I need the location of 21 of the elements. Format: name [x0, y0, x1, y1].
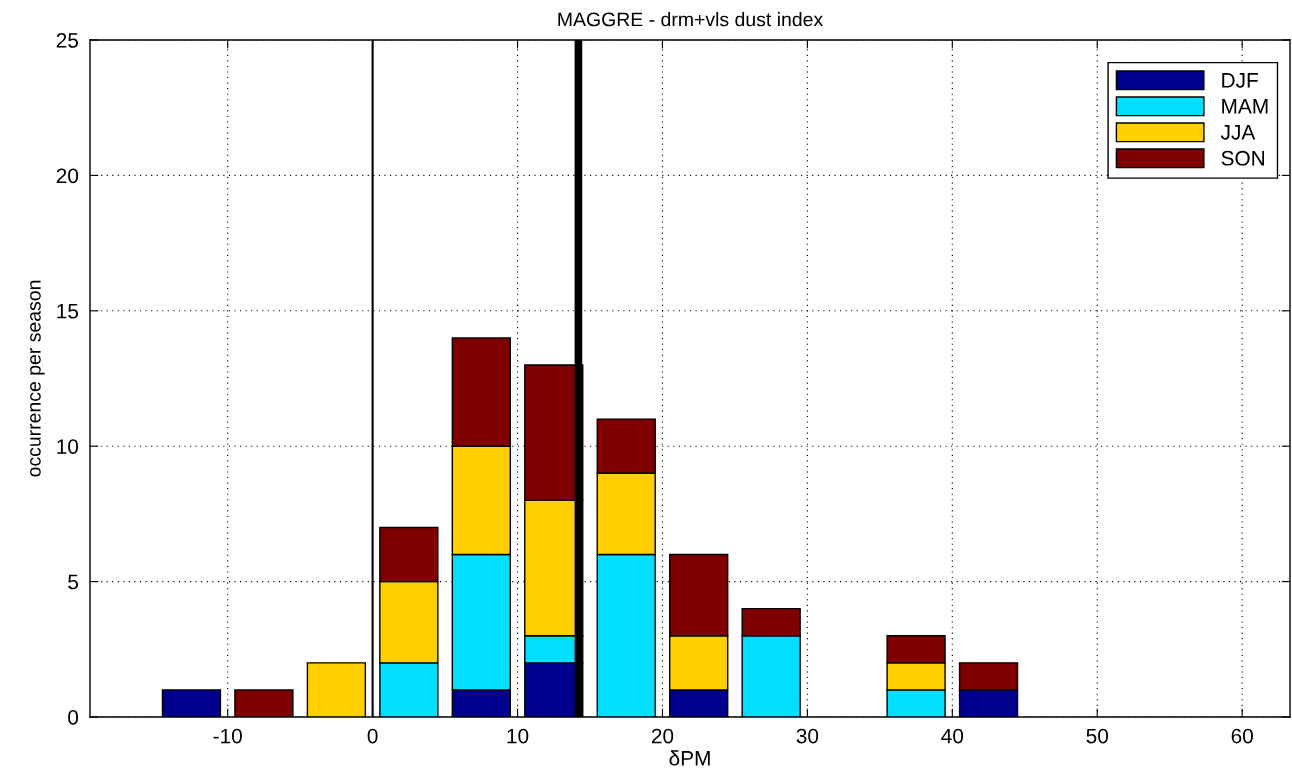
chart-title: MAGGRE - drm+vls dust index — [558, 12, 823, 27]
x-tick-label: 50 — [1086, 728, 1109, 744]
x-tick-label: 20 — [651, 728, 674, 744]
legend-label: MAM — [1222, 99, 1268, 114]
x-tick-label: -10 — [213, 728, 242, 744]
y-tick-label: 25 — [56, 33, 79, 48]
y-axis-title: occurrence per season — [30, 280, 45, 477]
x-tick-label: 10 — [507, 728, 529, 744]
y-tick-label: 0 — [68, 710, 79, 725]
legend-label: SON — [1221, 150, 1265, 166]
y-tick-label: 10 — [57, 439, 79, 454]
legend-label: DJF — [1222, 73, 1258, 88]
x-tick-label: 40 — [941, 728, 964, 744]
y-tick-label: 15 — [57, 304, 79, 319]
x-tick-label: 0 — [367, 728, 378, 744]
x-tick-label: 30 — [796, 728, 819, 744]
legend-label: JJA — [1220, 125, 1256, 140]
x-tick-label: 60 — [1231, 728, 1253, 744]
y-tick-label: 20 — [56, 168, 79, 184]
x-axis-title: δPM — [669, 750, 710, 766]
y-tick-label: 5 — [68, 574, 79, 590]
